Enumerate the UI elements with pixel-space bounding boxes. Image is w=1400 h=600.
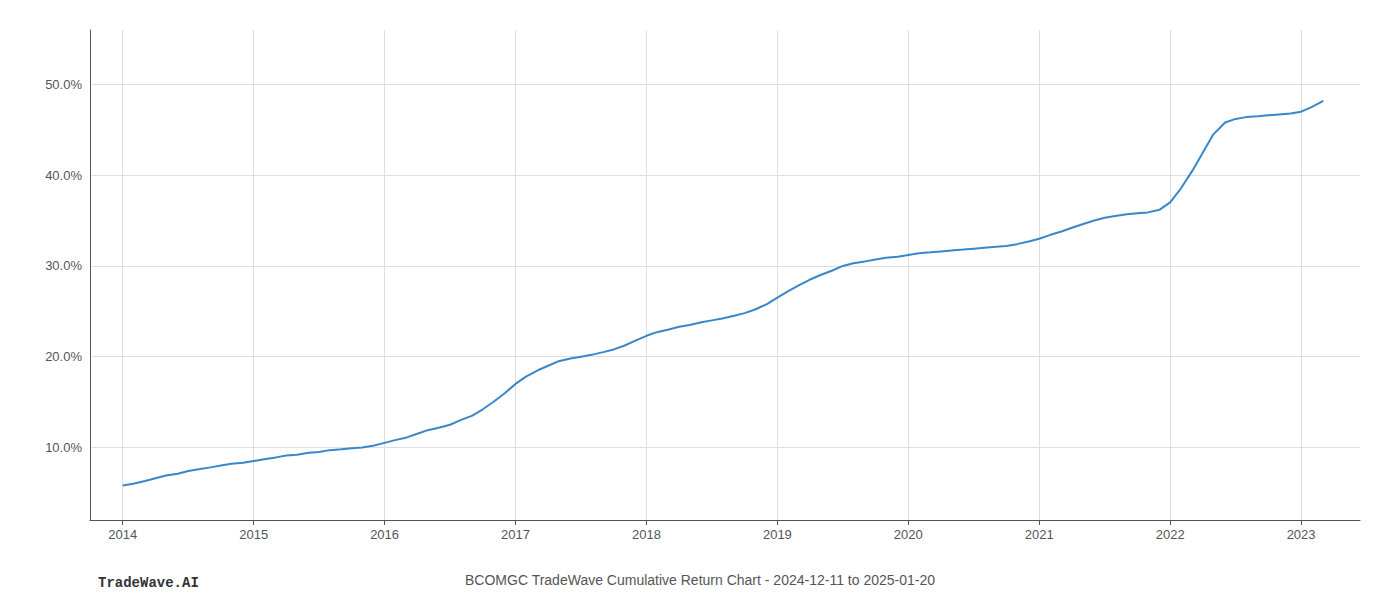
svg-text:2015: 2015 [239, 527, 268, 542]
svg-text:20.0%: 20.0% [45, 349, 82, 364]
svg-text:2021: 2021 [1025, 527, 1054, 542]
svg-text:30.0%: 30.0% [45, 258, 82, 273]
svg-text:50.0%: 50.0% [45, 77, 82, 92]
svg-text:2016: 2016 [370, 527, 399, 542]
svg-text:2023: 2023 [1287, 527, 1316, 542]
svg-text:2020: 2020 [894, 527, 923, 542]
svg-text:2017: 2017 [501, 527, 530, 542]
svg-text:TradeWave.AI: TradeWave.AI [98, 575, 199, 591]
svg-text:2018: 2018 [632, 527, 661, 542]
svg-text:40.0%: 40.0% [45, 168, 82, 183]
svg-text:2022: 2022 [1156, 527, 1185, 542]
svg-text:2019: 2019 [763, 527, 792, 542]
svg-text:10.0%: 10.0% [45, 440, 82, 455]
svg-text:2014: 2014 [108, 527, 137, 542]
svg-text:BCOMGC TradeWave Cumulative Re: BCOMGC TradeWave Cumulative Return Chart… [465, 572, 935, 588]
